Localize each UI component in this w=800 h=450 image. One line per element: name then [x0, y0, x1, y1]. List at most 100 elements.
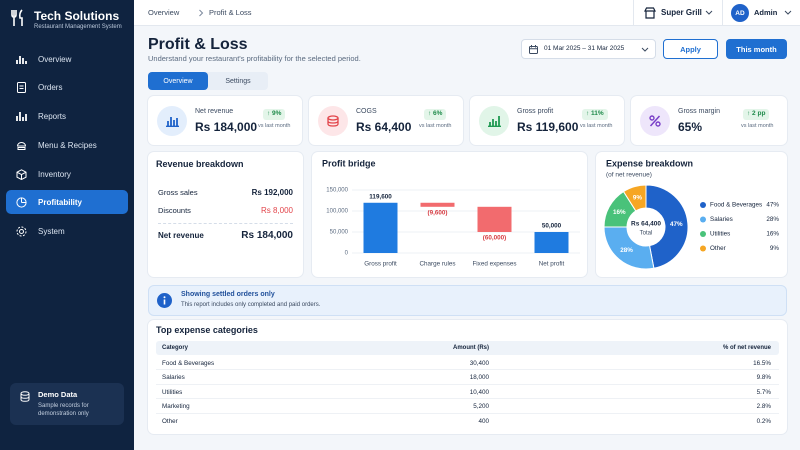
kpi-icon — [640, 106, 670, 136]
table-row: Marketing 5,200 2.8% — [156, 399, 779, 414]
bridge-card — [312, 152, 587, 277]
kpi-value: 65% — [678, 120, 703, 134]
table-cell: 400 — [478, 417, 489, 425]
avatar[interactable]: AD — [731, 4, 749, 22]
nav-item-active[interactable]: Profitability — [6, 190, 128, 214]
user-name[interactable]: Admin — [754, 8, 778, 17]
card-title: Revenue breakdown — [156, 159, 244, 169]
kpi-icon — [157, 106, 187, 136]
y-tick-label: 50,000 — [330, 230, 349, 236]
tab-active[interactable]: Overview — [148, 72, 208, 90]
legend-swatch — [700, 245, 706, 252]
table-cell: 16.5% — [753, 360, 771, 367]
page-subtitle: Understand your restaurant's profitabili… — [148, 54, 361, 63]
demo-title: Demo Data — [38, 390, 78, 399]
kpi-label: Net revenue — [195, 108, 234, 115]
x-tick-label: Net profit — [539, 261, 565, 268]
brand: Tech Solutions — [34, 9, 120, 23]
sidebar: Tech Solutions Restaurant Management Sys… — [0, 0, 134, 450]
kpi-change: ↑ 11% — [582, 109, 608, 120]
nav-item[interactable]: Inventory — [6, 162, 128, 186]
card-subtitle: (of net revenue) — [606, 172, 652, 179]
legend-value: 28% — [766, 216, 779, 223]
preset-button[interactable]: This month — [726, 39, 787, 59]
notice-title: Showing settled orders only — [181, 291, 275, 298]
kpi-label: Gross profit — [517, 108, 554, 115]
slice-label: 9% — [633, 194, 643, 201]
kpi-note: vs last month — [258, 123, 291, 129]
nav-item[interactable]: Orders — [6, 75, 128, 99]
value-label: 50,000 — [542, 223, 562, 230]
bar — [420, 202, 455, 207]
value-label: (60,000) — [483, 235, 506, 242]
kpi-change: ↑ 2 pp — [743, 109, 770, 120]
row-label: Discounts — [158, 206, 191, 215]
table-cell: Food & Beverages — [162, 360, 215, 367]
y-tick-label: 150,000 — [326, 188, 348, 194]
legend-label: Utilities — [710, 231, 730, 238]
table-cell: 5.7% — [756, 388, 771, 396]
table-row: Food & Beverages 30,400 16.5% — [156, 356, 779, 371]
tab[interactable]: Settings — [225, 77, 251, 85]
demo-box: Demo Data Sample records for demonstrati… — [10, 383, 124, 425]
legend-value: 47% — [766, 202, 779, 209]
topbar: Overview Profit & Loss Super Grill AD Ad… — [134, 0, 800, 26]
kpi-change: ↑ 6% — [424, 109, 447, 120]
column-header: Category — [162, 345, 189, 351]
x-tick-label: Fixed expenses — [472, 261, 516, 268]
legend-value: 16% — [766, 231, 779, 238]
kpi-label: COGS — [356, 108, 377, 115]
nav-icon — [16, 141, 27, 150]
legend-swatch — [700, 231, 706, 237]
info-icon — [157, 293, 172, 308]
legend-value: 9% — [770, 245, 780, 252]
nav-item[interactable]: System — [6, 219, 128, 243]
logo-icon — [11, 9, 23, 26]
notice: Showing settled orders only This report … — [148, 285, 787, 316]
table-cell: 9.8% — [756, 374, 771, 382]
date-range: 01 Mar 2025 – 31 Mar 2025 — [544, 45, 625, 52]
bar — [534, 232, 569, 253]
column-header: % of net revenue — [722, 345, 771, 351]
table-cell: 30,400 — [469, 360, 489, 367]
nav-item[interactable]: Reports — [6, 104, 128, 128]
kpi-card: COGS Rs 64,400 ↑ 6% vs last month — [309, 96, 463, 145]
breadcrumb-link[interactable]: Overview — [148, 8, 180, 17]
kpi-value: Rs 119,600 — [517, 120, 579, 134]
calendar-icon — [529, 45, 538, 54]
store-name[interactable]: Super Grill — [661, 8, 702, 17]
chevron — [705, 10, 713, 15]
legend-swatch — [700, 216, 706, 223]
store-icon — [644, 7, 656, 19]
kpi-card: Gross margin 65% ↑ 2 pp vs last month — [631, 96, 787, 145]
kpi-card: Gross profit Rs 119,600 ↑ 11% vs last mo… — [470, 96, 624, 145]
nav-item[interactable]: Menu & Recipes — [6, 133, 128, 157]
divider — [633, 0, 634, 26]
revenue-card: Revenue breakdown Gross sales Rs 192,000… — [148, 152, 303, 277]
kpi-change: ↑ 9% — [263, 109, 286, 120]
table-cell: Marketing — [162, 403, 190, 411]
y-tick-label: 0 — [345, 251, 349, 257]
notice-text: This report includes only completed and … — [181, 302, 321, 308]
kpi-card: Net revenue Rs 184,000 ↑ 9% vs last mont… — [148, 96, 302, 145]
nav-item[interactable]: Overview — [6, 47, 128, 71]
page-title: Profit & Loss — [148, 36, 248, 53]
apply-button[interactable]: Apply — [663, 39, 718, 59]
date-picker[interactable]: 01 Mar 2025 – 31 Mar 2025 — [521, 39, 656, 59]
table-cell: 18,000 — [469, 374, 489, 382]
slice-label: 47% — [670, 221, 683, 228]
table-cell: 10,400 — [469, 388, 489, 396]
breadcrumb-separator — [199, 9, 204, 17]
nav-label: Reports — [38, 111, 67, 121]
value-label: 119,600 — [369, 193, 392, 200]
nav-label: Menu & Recipes — [38, 140, 97, 150]
nav-icon — [16, 168, 27, 180]
kpi-value: Rs 64,400 — [356, 120, 412, 134]
row-label: Gross sales — [158, 188, 198, 197]
x-tick-label: Charge rules — [419, 261, 455, 268]
donut-slice — [622, 184, 647, 212]
legend-swatch — [700, 202, 706, 208]
table-row: Other 400 0.2% — [156, 414, 779, 428]
table-cell: Other — [162, 417, 178, 425]
